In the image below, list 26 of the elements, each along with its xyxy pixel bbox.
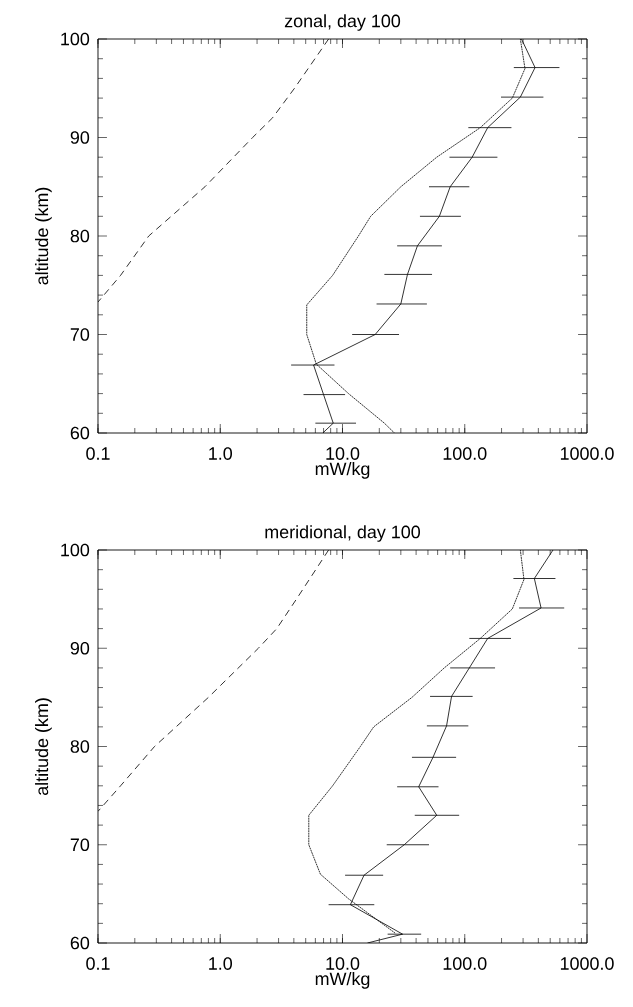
y-tick-label: 100: [61, 32, 90, 46]
y-tick-label: 90: [70, 131, 90, 144]
y-tick-label: 100: [61, 543, 90, 557]
y-tick-label: 80: [70, 229, 90, 243]
y-tick-label: 60: [70, 426, 90, 440]
x-tick-label: 0.1: [86, 957, 110, 970]
x-axis-title: mW/kg: [315, 462, 370, 479]
x-axis-title: mW/kg: [315, 972, 370, 989]
x-tick-label: 1000.0: [560, 447, 614, 460]
x-tick-label: 0.1: [86, 447, 110, 460]
x-tick-label: 10.0: [326, 957, 360, 970]
x-tick-label: 10.0: [326, 447, 360, 460]
y-tick-label: 70: [70, 328, 90, 341]
y-tick-label: 90: [70, 641, 90, 655]
y-tick-label: 80: [70, 740, 90, 753]
x-tick-label: 1.0: [209, 447, 233, 460]
x-tick-label: 100.0: [443, 447, 487, 460]
y-tick-label: 60: [70, 936, 90, 950]
chart-title: zonal, day 100: [284, 14, 401, 31]
y-axis-title: altitude (km): [35, 698, 52, 796]
y-axis-title: altitude (km): [35, 187, 52, 285]
chart-title: meridional, day 100: [265, 525, 421, 542]
x-tick-label: 1.0: [209, 957, 233, 970]
x-tick-label: 100.0: [443, 957, 487, 970]
x-tick-label: 1000.0: [560, 957, 614, 970]
y-tick-label: 70: [70, 838, 90, 852]
